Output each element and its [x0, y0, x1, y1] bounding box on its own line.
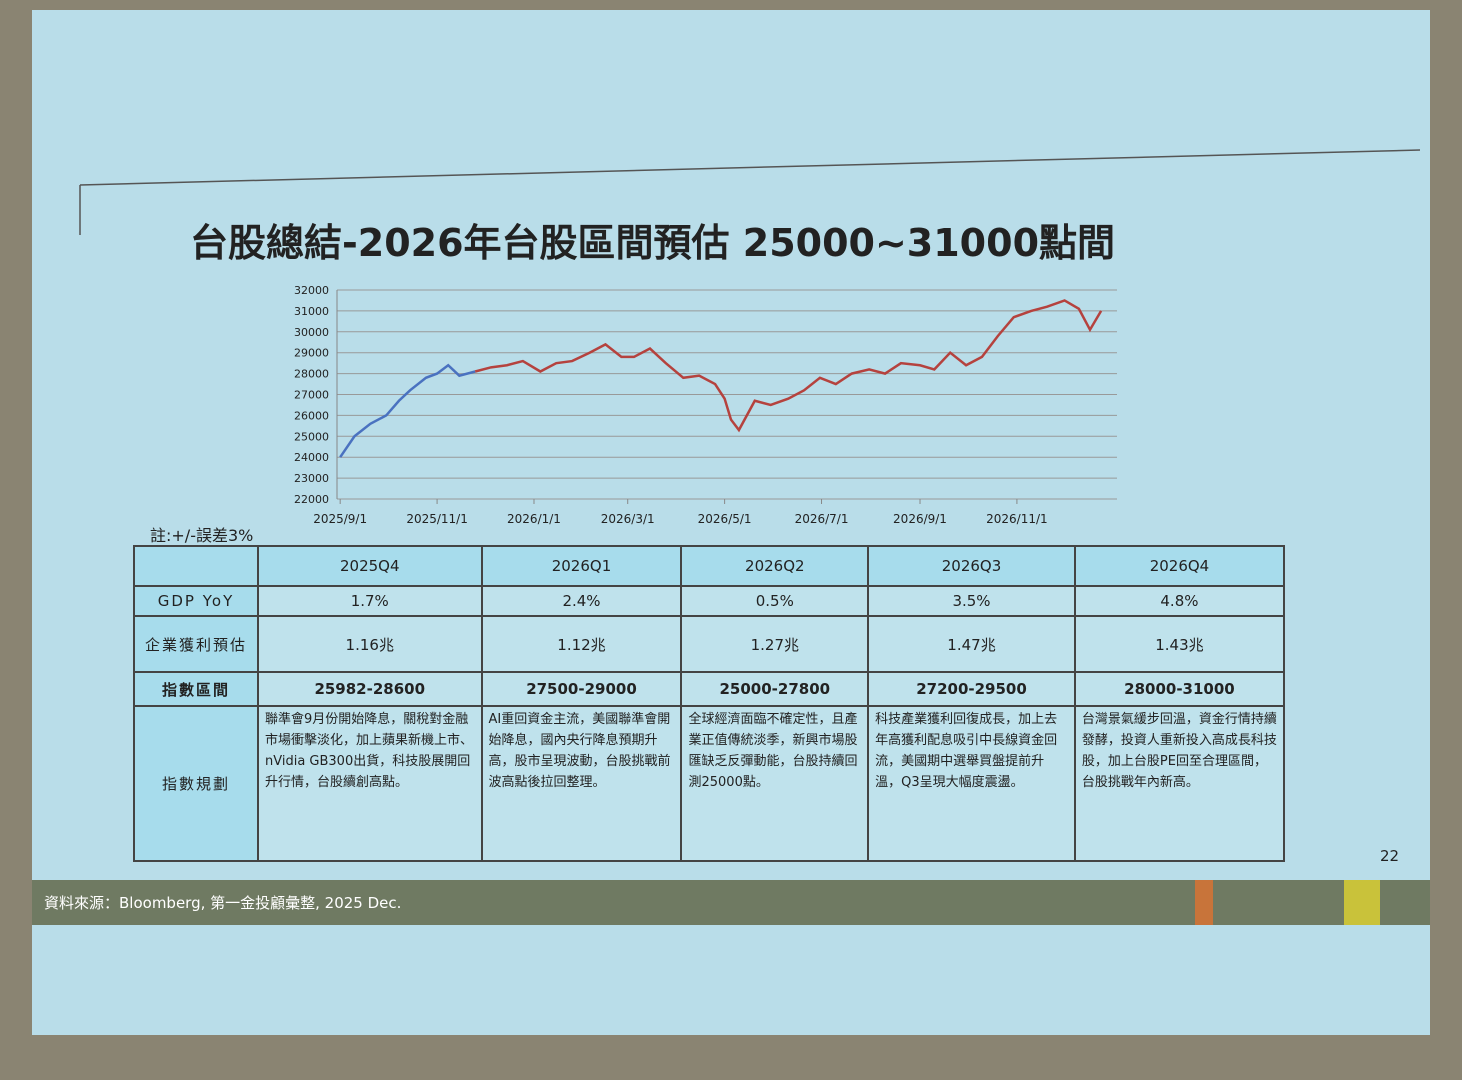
table-row: 指數規劃 聯準會9月份開始降息，關稅對金融市場衝擊淡化，加上蘋果新機上市、nVid…: [133, 705, 1286, 862]
table-row: GDP YoY 1.7% 2.4% 0.5% 3.5% 4.8%: [133, 585, 1286, 617]
table-cell: 27500-29000: [480, 671, 683, 707]
y-tick-label: 32000: [294, 284, 329, 297]
y-tick-label: 27000: [294, 389, 329, 402]
table-cell: 科技產業獲利回復成長，加上去年高獲利配息吸引中長線資金回流，美國期中選舉買盤提前…: [867, 705, 1076, 862]
table-cell: 25000-27800: [680, 671, 870, 707]
y-tick-label: 26000: [294, 409, 329, 422]
y-tick-label: 25000: [294, 430, 329, 443]
table-cell: 28000-31000: [1073, 671, 1286, 707]
table-cell: 台灣景氣緩步回溫，資金行情持續發酵，投資人重新投入高成長科技股，加上台股PE回至…: [1073, 705, 1286, 862]
y-tick-label: 24000: [294, 451, 329, 464]
corner: [133, 545, 259, 587]
table-cell: 1.47兆: [867, 615, 1076, 673]
y-tick-label: 23000: [294, 472, 329, 485]
table-cell: 25982-28600: [257, 671, 483, 707]
table-cell: AI重回資金主流，美國聯準會開始降息，國內央行降息預期升高，股市呈現波動，台股挑…: [480, 705, 683, 862]
table-row: 企業獲利預估 1.16兆 1.12兆 1.27兆 1.47兆 1.43兆: [133, 615, 1286, 673]
column-header: 2026Q3: [867, 545, 1076, 587]
table-cell: 1.27兆: [680, 615, 870, 673]
column-header: 2026Q2: [680, 545, 870, 587]
footer-text: 資料來源：Bloomberg, 第一金投顧彙整, 2025 Dec.: [44, 894, 402, 912]
y-tick-label: 22000: [294, 493, 329, 506]
row-label: 指數規劃: [133, 705, 259, 862]
x-tick-label: 2026/9/1: [893, 512, 947, 526]
table-cell: 1.7%: [257, 585, 483, 617]
table-cell: 2.4%: [480, 585, 683, 617]
line-series: [339, 363, 476, 458]
table-cell: 聯準會9月份開始降息，關稅對金融市場衝擊淡化，加上蘋果新機上市、nVidia G…: [257, 705, 483, 862]
row-label: 企業獲利預估: [133, 615, 259, 673]
table-cell: 1.43兆: [1073, 615, 1286, 673]
x-tick-label: 2026/11/1: [986, 512, 1048, 526]
table-cell: 1.12兆: [480, 615, 683, 673]
y-tick-label: 29000: [294, 347, 329, 360]
x-tick-label: 2026/7/1: [795, 512, 849, 526]
table-cell: 0.5%: [680, 585, 870, 617]
x-tick-label: 2025/11/1: [406, 512, 468, 526]
row-label: 指數區間: [133, 671, 259, 707]
line-series: [474, 299, 1103, 433]
note: 註:+/-誤差3%: [150, 526, 254, 545]
table-row: 指數區間 25982-28600 27500-29000 25000-27800 272…: [133, 671, 1286, 707]
decor: [1344, 880, 1380, 925]
table-cell: 4.8%: [1073, 585, 1286, 617]
y-tick-label: 31000: [294, 305, 329, 318]
page-number: 22: [1380, 847, 1400, 865]
row-label: GDP YoY: [133, 585, 259, 617]
table-cell: 1.16兆: [257, 615, 483, 673]
table-cell: 3.5%: [867, 585, 1076, 617]
x-tick-label: 2026/5/1: [698, 512, 752, 526]
column-header: 2026Q1: [480, 545, 683, 587]
decor: [1195, 880, 1213, 925]
table-cell: 全球經濟面臨不確定性，且產業正值傳統淡季，新興市場股匯缺乏反彈動能，台股持續回測…: [680, 705, 870, 862]
footer: 資料來源：Bloomberg, 第一金投顧彙整, 2025 Dec.: [32, 880, 1430, 925]
column-header: 2025Q4: [257, 545, 483, 587]
table: 2025Q4 2026Q1 2026Q2 2026Q3 2026Q4 GDP YoY 1.7…: [133, 545, 1286, 862]
y-tick-label: 28000: [294, 368, 329, 381]
slide-title: 台股總結-2026年台股區間預估 25000~31000點間: [190, 221, 1116, 265]
column-header: 2026Q4: [1073, 545, 1286, 587]
y-tick-label: 30000: [294, 326, 329, 339]
table-cell: 27200-29500: [867, 671, 1076, 707]
x-tick-label: 2025/9/1: [313, 512, 367, 526]
x-tick-label: 2026/1/1: [507, 512, 561, 526]
x-tick-label: 2026/3/1: [601, 512, 655, 526]
